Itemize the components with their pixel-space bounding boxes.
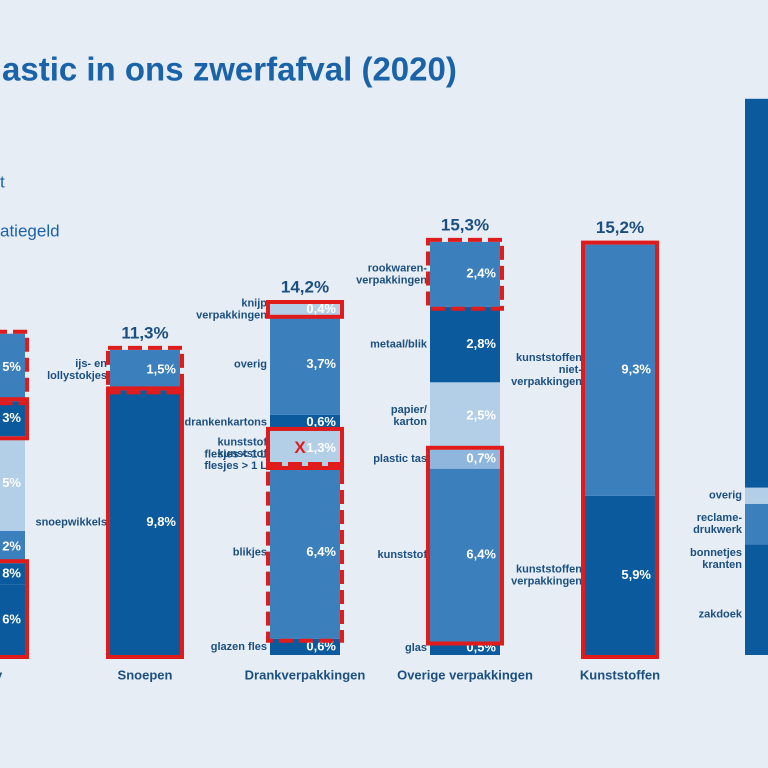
segment-label: drankenkartons: [184, 417, 267, 429]
bar-segment: [110, 349, 180, 391]
value-label: 5%: [2, 359, 21, 374]
bar-segment: [745, 98, 768, 488]
value-label: 6,4%: [466, 547, 496, 562]
bar-segment: [270, 304, 340, 315]
segment-label: overig: [709, 490, 742, 502]
total-label: 11,3%: [121, 323, 168, 342]
value-label: 2%: [2, 538, 21, 553]
segment-label: ijs- en lollystokjes: [47, 358, 107, 382]
annotation-frame: [266, 462, 344, 643]
value-label: 9,8%: [146, 514, 176, 529]
annotation-frame: [266, 300, 344, 319]
bar-segment: [270, 638, 340, 655]
annotation-marker: X: [294, 438, 306, 457]
value-label: 3,7%: [306, 356, 336, 371]
total-label: 15,3%: [441, 215, 489, 234]
bar-segment: [110, 390, 180, 655]
annotation-frame: [426, 237, 504, 311]
bar-segment: [0, 401, 25, 437]
annotation-frame: [0, 329, 29, 406]
legend-fragment: t: [0, 172, 5, 191]
bar-segment: [0, 530, 25, 564]
annotation-frame: [0, 559, 29, 660]
bar-segment: [430, 449, 500, 469]
segment-label: bonnetjes kranten: [690, 547, 742, 571]
bar-segment: [270, 314, 340, 415]
segment-label: plastic tas: [373, 453, 427, 465]
bar-segment: [270, 430, 340, 466]
value-label: 2,5%: [466, 407, 496, 422]
segment-label: knijp verpakkingen: [196, 297, 267, 321]
value-label: 0,7%: [466, 451, 496, 466]
segment-label: kunststof flesjes < 1 L: [204, 436, 267, 460]
category-label: Kunststoffen: [580, 667, 660, 682]
segment-label: metaal/blik: [370, 338, 428, 350]
bar-segment: [270, 466, 340, 639]
chart-title: astic in ons zwerfafval (2020): [2, 51, 457, 88]
value-label: 6%: [2, 611, 21, 626]
annotation-frame: [581, 240, 659, 659]
value-label: 5%: [2, 475, 21, 490]
value-label: 2,8%: [466, 336, 496, 351]
value-label: 8%: [2, 565, 21, 580]
bar-segment: [270, 414, 340, 431]
segment-label: reclame-drukwerk: [693, 512, 743, 536]
value-label: 5,9%: [621, 567, 651, 582]
total-label: 14,2%: [281, 277, 329, 296]
legend-fragment: atiegeld: [0, 221, 60, 240]
segment-label: kunststof: [378, 549, 428, 561]
segment-label: snoepwikkels: [35, 517, 107, 529]
category-label: Snoepen: [118, 667, 173, 682]
segment-label: rookwaren-verpakkingen: [356, 262, 427, 286]
value-label: 2,4%: [466, 266, 496, 281]
segment-label: zakdoek: [699, 608, 743, 620]
bar-segment: [585, 244, 655, 496]
total-label: 15,2%: [596, 218, 644, 237]
bar-segment: [0, 584, 25, 655]
bar-segment: [430, 241, 500, 307]
segment-label: kunststoffen niet-verpakkingen: [511, 352, 582, 388]
segment-label: glazen fles: [211, 641, 267, 653]
category-label: way: [0, 667, 3, 682]
segment-label: kunststof flesjes > 1 L: [204, 448, 267, 472]
bar-segment: [745, 544, 768, 574]
value-label: 3%: [2, 410, 21, 425]
segment-label: kunststoffen verpakkingen: [511, 563, 582, 587]
annotation-frame: [266, 426, 344, 470]
value-label: 9,3%: [621, 362, 651, 377]
bar-segment: [0, 333, 25, 402]
annotation-frame: [0, 397, 29, 441]
bar-segment: [0, 436, 25, 531]
category-label: Overige verpakkingen: [397, 667, 533, 682]
segment-label: overig: [234, 359, 267, 371]
bar-segment: [745, 503, 768, 545]
value-label: 6,4%: [306, 544, 336, 559]
value-label: 0,4%: [306, 301, 336, 316]
bar-segment: [430, 468, 500, 642]
value-label: 1,5%: [146, 362, 176, 377]
bar-segment: [0, 563, 25, 585]
bar-segment: [430, 382, 500, 450]
bar-segment: [585, 495, 655, 655]
bar-segment: [430, 306, 500, 383]
segment-label: blikjes: [233, 546, 267, 558]
value-label: 0,6%: [306, 414, 336, 429]
annotation-frame: [426, 445, 504, 646]
bar-segment: [745, 574, 768, 655]
annotation-frame: [106, 386, 184, 659]
bar-segment: [745, 487, 768, 504]
category-label: Drankverpakkingen: [245, 667, 366, 682]
value-label: 1,3%: [306, 440, 336, 455]
segment-label: glas: [405, 642, 427, 654]
segment-label: papier/karton: [391, 404, 427, 428]
